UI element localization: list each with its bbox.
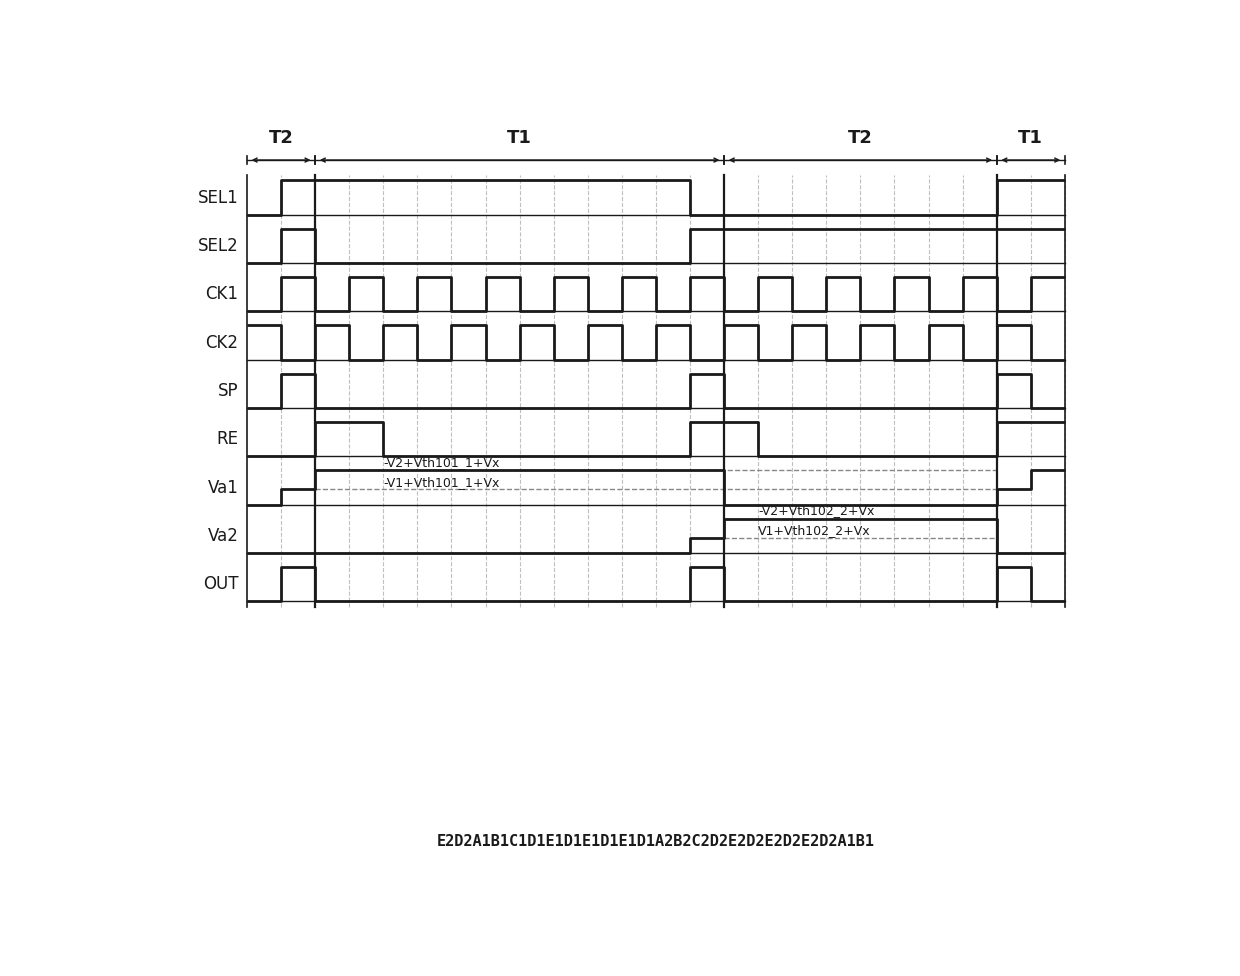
Text: OUT: OUT xyxy=(203,575,238,593)
Text: -V1+Vth101_1+Vx: -V1+Vth101_1+Vx xyxy=(383,475,500,489)
Text: T2: T2 xyxy=(269,129,294,146)
Text: -V2+Vth101_1+Vx: -V2+Vth101_1+Vx xyxy=(383,456,500,468)
Text: SP: SP xyxy=(218,382,238,400)
Text: V1+Vth102_2+Vx: V1+Vth102_2+Vx xyxy=(758,524,870,537)
Text: RE: RE xyxy=(217,430,238,448)
Text: Va1: Va1 xyxy=(207,478,238,497)
Text: CK1: CK1 xyxy=(206,285,238,304)
Text: -V2+Vth102_2+Vx: -V2+Vth102_2+Vx xyxy=(758,504,874,517)
Text: T2: T2 xyxy=(848,129,873,146)
Text: Va2: Va2 xyxy=(207,527,238,545)
Text: E2D2A1B1C1D1E1D1E1D1E1D1A2B2C2D2E2D2E2D2E2D2A1B1: E2D2A1B1C1D1E1D1E1D1E1D1A2B2C2D2E2D2E2D2… xyxy=(436,834,875,849)
Text: SEL2: SEL2 xyxy=(197,237,238,255)
Text: CK2: CK2 xyxy=(206,334,238,351)
Text: T1: T1 xyxy=(1018,129,1043,146)
Text: SEL1: SEL1 xyxy=(197,188,238,207)
Text: T1: T1 xyxy=(507,129,532,146)
